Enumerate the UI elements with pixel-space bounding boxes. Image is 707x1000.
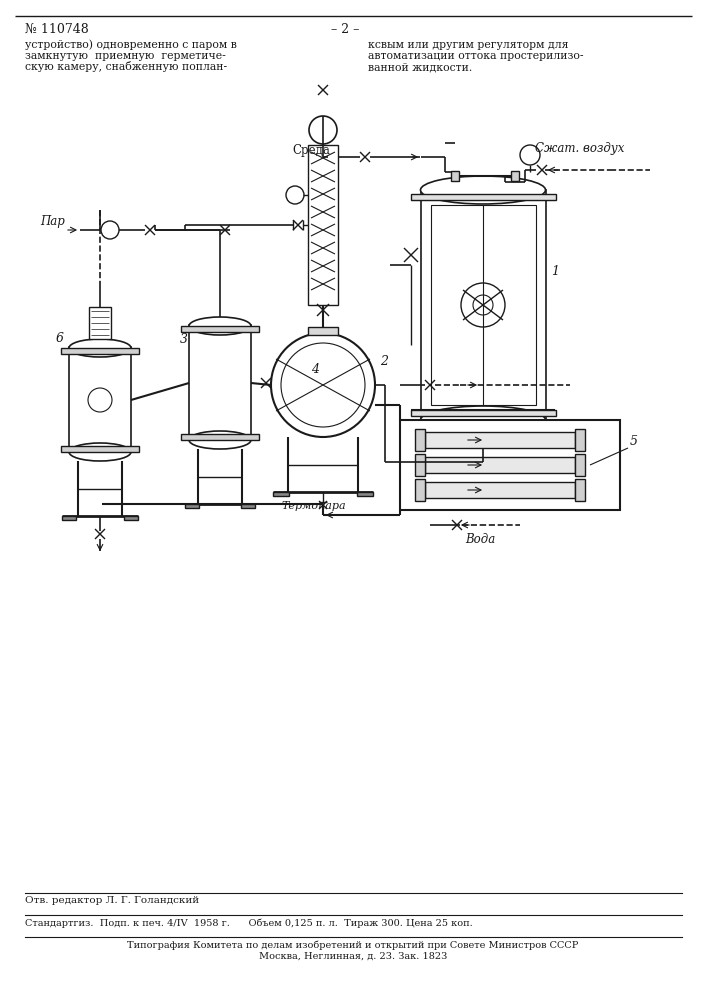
Text: 3: 3 [180, 333, 188, 346]
Ellipse shape [421, 176, 546, 204]
Text: ванной жидкости.: ванной жидкости. [368, 62, 472, 72]
Bar [181, 326, 259, 332]
Text: № 110748: № 110748 [25, 23, 89, 36]
Text: Сжат. воздух: Сжат. воздух [535, 142, 624, 155]
Bar [425, 457, 575, 473]
Circle shape [309, 116, 337, 144]
Bar [575, 479, 585, 501]
Bar [181, 434, 259, 440]
Ellipse shape [189, 317, 251, 335]
Text: Москва, Неглинная, д. 23. Зак. 1823: Москва, Неглинная, д. 23. Зак. 1823 [259, 952, 448, 961]
Bar [425, 482, 575, 498]
Bar [241, 504, 255, 508]
Bar [511, 171, 519, 181]
Bar [189, 325, 251, 440]
Bar [411, 194, 556, 200]
Bar [124, 516, 138, 520]
Text: Среда: Среда [292, 144, 330, 157]
Bar [431, 205, 536, 405]
Bar [61, 348, 139, 354]
Circle shape [271, 333, 375, 437]
Bar [415, 454, 425, 476]
Ellipse shape [421, 406, 546, 434]
Bar [517, 494, 535, 498]
Bar [575, 429, 585, 451]
Ellipse shape [189, 431, 251, 449]
Bar [415, 479, 425, 501]
Bar [308, 327, 338, 335]
Bar [575, 454, 585, 476]
Text: замкнутую  приемную  герметиче-: замкнутую приемную герметиче- [25, 51, 226, 61]
Text: 5: 5 [630, 435, 638, 448]
Ellipse shape [69, 339, 131, 357]
Text: Типография Комитета по делам изобретений и открытий при Совете Министров СССР: Типография Комитета по делам изобретений… [127, 940, 579, 950]
Text: ксвым или другим регуляторм для: ксвым или другим регуляторм для [368, 40, 568, 50]
Bar [421, 190, 546, 420]
Bar [415, 429, 425, 451]
Text: Пар: Пар [40, 215, 65, 228]
Bar [451, 171, 459, 181]
Text: Стандартгиз.  Подп. к печ. 4/IV  1958 г.      Объем 0,125 п. л.  Тираж 300. Цена: Стандартгиз. Подп. к печ. 4/IV 1958 г. О… [25, 918, 473, 928]
Bar [357, 492, 373, 496]
Bar [411, 410, 556, 416]
Bar [89, 307, 111, 339]
Bar [185, 504, 199, 508]
Bar [62, 516, 76, 520]
Text: Термопара: Термопара [281, 501, 346, 511]
Text: 2: 2 [380, 355, 388, 368]
Bar [308, 145, 338, 305]
Bar [61, 446, 139, 452]
Ellipse shape [69, 443, 131, 461]
Text: 1: 1 [551, 265, 559, 278]
Text: скую камеру, снабженную поплан-: скую камеру, снабженную поплан- [25, 61, 227, 72]
Bar [400, 420, 620, 510]
Bar [431, 494, 449, 498]
Text: устройство) одновременно с паром в: устройство) одновременно с паром в [25, 39, 237, 50]
Bar [273, 492, 289, 496]
Text: – 2 –: – 2 – [331, 23, 359, 36]
Text: Отв. редактор Л. Г. Голандский: Отв. редактор Л. Г. Голандский [25, 896, 199, 905]
Text: 4: 4 [311, 363, 319, 376]
Bar [425, 432, 575, 448]
Text: Вода: Вода [465, 533, 495, 546]
Text: автоматизации оттока простерилизо-: автоматизации оттока простерилизо- [368, 51, 583, 61]
Bar [69, 347, 131, 452]
Text: 6: 6 [56, 332, 64, 345]
